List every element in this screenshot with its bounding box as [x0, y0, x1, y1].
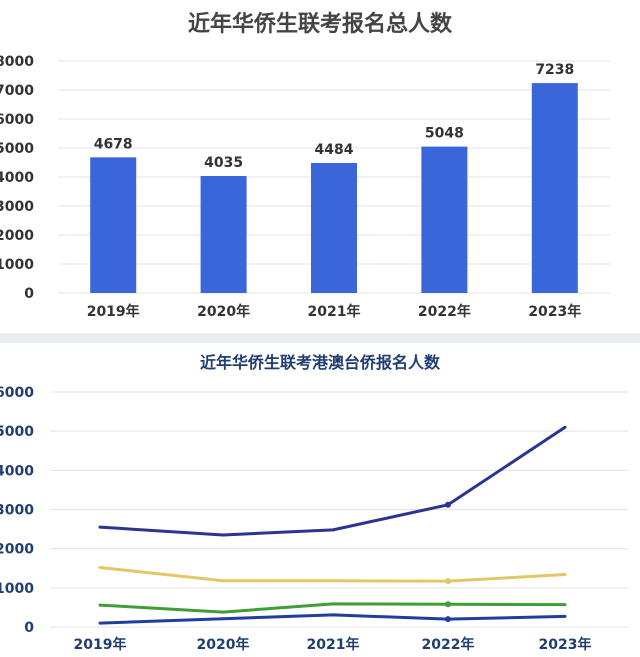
chart-title: 近年华侨生联考港澳台侨报名人数 [199, 353, 440, 372]
data-point [221, 533, 225, 537]
data-point [221, 610, 225, 614]
data-point [98, 565, 102, 569]
data-point [98, 603, 102, 607]
x-tick-label: 2020年 [197, 303, 250, 320]
data-point [445, 616, 451, 623]
data-point [563, 425, 567, 429]
y-tick-label: 1000 [0, 257, 34, 273]
bar [200, 175, 247, 293]
series-line [99, 425, 566, 537]
x-tick-label: 2023年 [528, 303, 581, 320]
data-point [331, 613, 335, 617]
data-point [563, 603, 567, 607]
y-tick-label: 5000 [0, 424, 34, 440]
x-tick-label: 2020年 [197, 636, 250, 653]
x-tick-label: 2022年 [422, 636, 475, 653]
y-tick-label: 8000 [0, 54, 34, 70]
y-tick-label: 4000 [0, 463, 34, 479]
x-tick-label: 2021年 [308, 303, 361, 320]
y-tick-label: 5000 [0, 141, 34, 157]
chart-title: 近年华侨生联考报名总人数 [187, 12, 452, 37]
data-point [445, 501, 451, 508]
line-chart: 0 1000 2000 3000 4000 5000 6000 2019年 2020年 2021年… [0, 385, 628, 653]
data-label: 4678 [94, 136, 133, 152]
data-point [331, 602, 335, 606]
data-point [221, 579, 225, 583]
y-tick-label: 0 [24, 620, 34, 636]
y-tick-label: 3000 [0, 503, 34, 519]
data-point [563, 614, 567, 618]
data-point [563, 573, 567, 577]
data-label: 7238 [535, 62, 574, 78]
bar-chart: 0 1000 2000 3000 4000 5000 6000 7000 8000 4678 201… [0, 54, 610, 320]
y-tick-label: 6000 [0, 385, 34, 401]
data-point [331, 579, 335, 583]
y-tick-label: 6000 [0, 112, 34, 128]
data-label: 4035 [204, 155, 243, 171]
data-point [445, 601, 451, 608]
data-point [331, 528, 335, 532]
y-tick-label: 7000 [0, 83, 34, 99]
y-tick-label: 2000 [0, 228, 34, 244]
data-point [445, 578, 451, 585]
region-applicants-panel: 近年华侨生联考港澳台侨报名人数 0 1000 2000 3000 4000 5000 600… [0, 343, 640, 657]
x-tick-label: 2021年 [307, 636, 360, 653]
x-tick-label: 2023年 [539, 636, 592, 653]
y-tick-label: 0 [24, 286, 34, 302]
data-label: 5048 [425, 126, 464, 142]
y-tick-label: 3000 [0, 199, 34, 215]
bar [421, 146, 468, 293]
data-point [98, 621, 102, 625]
y-tick-label: 4000 [0, 170, 34, 186]
x-tick-label: 2019年 [87, 303, 140, 320]
series-line [99, 565, 566, 583]
bar [311, 162, 357, 293]
total-applicants-panel: 近年华侨生联考报名总人数 0 1000 2000 3000 4000 5000 6000 70… [0, 0, 640, 333]
x-tick-label: 2022年 [418, 303, 471, 320]
data-label: 4484 [315, 142, 354, 158]
y-tick-label: 1000 [0, 581, 34, 597]
bar [90, 157, 137, 293]
data-point [221, 617, 225, 621]
x-tick-label: 2019年 [74, 636, 127, 653]
bar [531, 83, 578, 294]
y-tick-label: 2000 [0, 542, 34, 558]
data-point [98, 525, 102, 529]
